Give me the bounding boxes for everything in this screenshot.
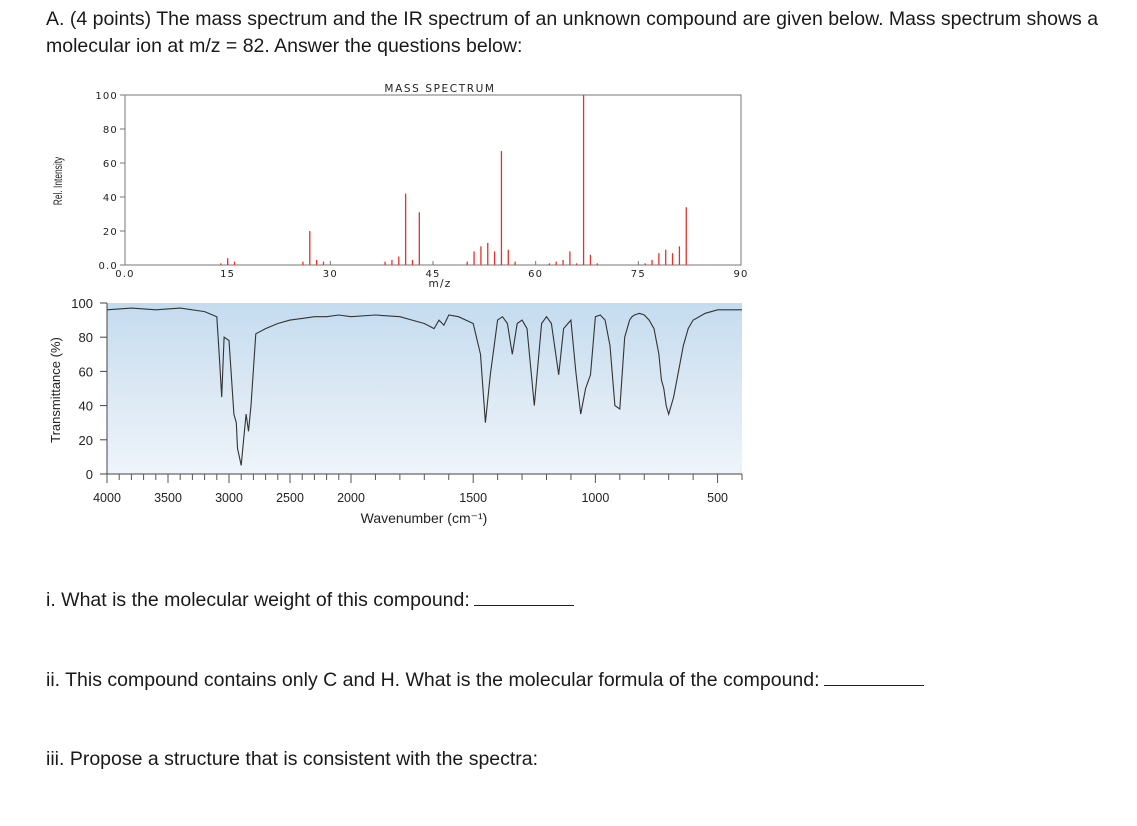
answer-blank-2[interactable] bbox=[823, 667, 924, 686]
ms-y-tick-label: 100 bbox=[95, 91, 118, 102]
ms-xlabel: m/z bbox=[429, 278, 452, 290]
intro-text: A. (4 points) The mass spectrum and the … bbox=[46, 8, 1099, 57]
ms-y-tick-label: 60 bbox=[103, 159, 118, 170]
ms-x-tick-label: 45 bbox=[425, 269, 440, 280]
question-1-text: i. What is the molecular weight of this … bbox=[46, 589, 470, 611]
ms-y-tick-label: 40 bbox=[103, 193, 118, 204]
ms-x-tick-label: 0.0 bbox=[115, 269, 135, 280]
answer-blank-1[interactable] bbox=[473, 587, 574, 606]
ms-x-tick-label: 30 bbox=[323, 269, 338, 280]
question-1: i. What is the molecular weight of this … bbox=[46, 587, 574, 612]
ms-x-tick-label: 60 bbox=[528, 269, 543, 280]
ms-x-tick-label: 15 bbox=[220, 269, 235, 280]
ms-x-tick-label: 90 bbox=[733, 269, 748, 280]
ms-title: MASS SPECTRUM bbox=[384, 83, 495, 95]
question-2: ii. This compound contains only C and H.… bbox=[46, 667, 924, 692]
ms-y-tick-label: 20 bbox=[103, 227, 118, 238]
question-3: iii. Propose a structure that is consist… bbox=[46, 748, 539, 770]
ms-y-tick-label: 0.0 bbox=[98, 261, 118, 272]
ms-y-tick-label: 80 bbox=[103, 125, 118, 136]
question-2-text: ii. This compound contains only C and H.… bbox=[46, 669, 820, 691]
ms-plot-frame bbox=[124, 94, 742, 266]
ms-x-tick-label: 75 bbox=[631, 269, 646, 280]
ms-ylabel: Rel. Intensity bbox=[53, 156, 66, 205]
